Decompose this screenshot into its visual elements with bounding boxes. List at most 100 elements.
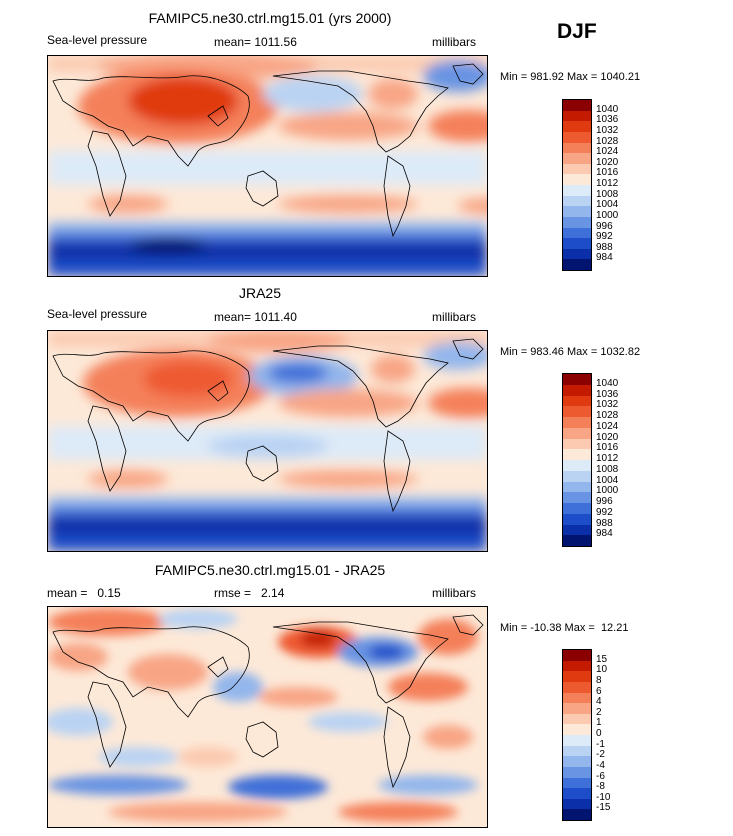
panel3-colorbar-tick: 15 [596, 653, 608, 665]
panel3-rmse-value: 2.14 [261, 586, 285, 600]
panel1-mean-label: mean= [214, 35, 252, 49]
panel3-mean-label: mean = [47, 586, 88, 600]
panel1-colorbar-tick: 984 [596, 252, 613, 264]
panel1-colorbar-tick: 988 [596, 241, 613, 253]
panel2-colorbar-swatch [563, 449, 591, 461]
panel1-colorbar-tick: 1028 [596, 135, 619, 147]
panel2-colorbar-tick: 1012 [596, 453, 619, 464]
panel2-colorbar-tick: 1028 [596, 410, 619, 421]
panel3-colorbar-tick: 4 [596, 696, 602, 708]
panel3-colorbar-tick: 0 [596, 728, 602, 739]
panel3-colorbar-swatch [563, 788, 591, 800]
panel2-colorbar-tick: 992 [596, 506, 613, 518]
panel2-colorbar-tick: 1016 [596, 442, 619, 454]
panel2-colorbar-tick: 1000 [596, 485, 619, 497]
panel1-colorbar-swatch [563, 238, 591, 250]
panel1-colorbar-tick: 1020 [596, 156, 619, 168]
panel3-colorbar-swatch [563, 798, 591, 810]
panel1-min-value: 981.92 [530, 71, 564, 83]
panel3-colorbar-swatch [563, 809, 591, 821]
panel3-colorbar-swatch [563, 692, 591, 704]
panel1-colorbar-tick: 1032 [596, 124, 619, 136]
panel2-colorbar-swatch [563, 503, 591, 514]
panel3-colorbar-swatch [563, 766, 591, 778]
panel1-max-label: Max = [567, 71, 598, 83]
panel2-colorbar-swatch [563, 460, 591, 471]
panel2-colorbar-tick: 996 [596, 496, 613, 507]
panel1-colorbar-swatch [563, 100, 591, 111]
panel3-mean: mean = 0.15 [47, 586, 121, 600]
panel2-colorbar-tick: 984 [596, 528, 613, 540]
panel3-colorbar-swatch [563, 777, 591, 789]
panel3-colorbar-swatch [563, 745, 591, 757]
panel1-mean: mean= 1011.56 [214, 35, 297, 49]
panel3-rmse-label: rmse = [214, 586, 252, 600]
panel2-colorbar-tick: 1036 [596, 388, 619, 400]
panel2-max-label: Max = [567, 346, 598, 358]
panel2-colorbar-swatch [563, 481, 591, 493]
panel3-colorbar-swatch [563, 660, 591, 672]
panel1-colorbar-tick: 992 [596, 231, 613, 243]
panel3-colorbar-tick: 8 [596, 674, 602, 686]
panel1-colorbar-swatch [563, 227, 591, 239]
panel3-colorbar-tick: 10 [596, 664, 608, 676]
panel2-max-value: 1032.82 [600, 346, 641, 358]
panel1-colorbar-tick: 1024 [596, 146, 619, 158]
panel3-colorbar-tick: -4 [596, 759, 605, 771]
panel2-colorbar-tick: 1040 [596, 377, 619, 389]
panel1-colorbar-tick: 996 [596, 220, 613, 232]
panel2-colorbar-tick: 1020 [596, 431, 619, 443]
panel1-colorbar-swatch [563, 153, 591, 165]
panel1-colorbar-swatch [563, 163, 591, 175]
panel2-field-label: Sea-level pressure [47, 307, 148, 321]
panel1-minmax: Min = 981.92 Max = 1040.21 [500, 71, 640, 83]
panel3-colorbar-swatch [563, 703, 591, 715]
panel3-colorbar-tick: -2 [596, 749, 605, 761]
panel2-colorbar-swatch [563, 384, 591, 396]
panel1-min-label: Min = [500, 71, 528, 83]
panel2-mean: mean= 1011.40 [214, 310, 297, 324]
panel3-colorbar-tick: -10 [596, 791, 611, 803]
panel2-colorbar-tick: 1008 [596, 463, 619, 475]
panel2-colorbar-swatch [563, 524, 591, 536]
panel2-colorbar-tick: 988 [596, 517, 613, 529]
panel1-colorbar [562, 99, 592, 271]
panel2-colorbar-swatch [563, 406, 591, 418]
panel3-mean-value: 0.15 [97, 586, 121, 600]
panel1-colorbar-swatch [563, 110, 591, 122]
panel1-units: millibars [432, 35, 477, 49]
panel1-colorbar-swatch [563, 216, 591, 228]
panel3-colorbar-swatch [563, 713, 591, 725]
panel2-min-label: Min = [500, 346, 528, 358]
panel3-max-label: Max = [564, 622, 595, 634]
panel1-colorbar-tick: 1036 [596, 114, 619, 126]
panel1-field-label: Sea-level pressure [47, 33, 148, 47]
panel2-units: millibars [432, 310, 477, 324]
panel1-colorbar-tick: 1012 [596, 178, 619, 189]
panel2-colorbar-swatch [563, 374, 591, 385]
panel3-colorbar-swatch [563, 650, 591, 661]
panel3-rmse: rmse = 2.14 [214, 586, 284, 600]
panel3-colorbar-swatch [563, 724, 591, 736]
panel1-colorbar-swatch [563, 121, 591, 133]
panel3-colorbar-tick: 6 [596, 685, 602, 697]
panel1-colorbar-swatch [563, 248, 591, 260]
panel3-colorbar-swatch [563, 735, 591, 746]
panel3-minmax: Min = -10.38 Max = 12.21 [500, 622, 628, 634]
panel3-colorbar-swatch [563, 671, 591, 683]
panel1-colorbar-swatch [563, 206, 591, 218]
panel2-colorbar-tick: 1024 [596, 420, 619, 432]
panel1-mean-value: 1011.56 [254, 35, 297, 49]
panel2-colorbar-swatch [563, 535, 591, 547]
panel3-colorbar-swatch [563, 681, 591, 693]
panel1-colorbar-tick: 1016 [596, 167, 619, 179]
panel1-max-value: 1040.21 [600, 71, 641, 83]
panel1-title: FAMIPC5.ne30.ctrl.mg15.01 (yrs 2000) [148, 10, 392, 26]
panel2-colorbar-tick: 1004 [596, 474, 619, 486]
panel1-colorbar-swatch [563, 174, 591, 186]
panel1-colorbar-swatch [563, 131, 591, 143]
panel3-colorbar-tick: 1 [596, 717, 602, 729]
season-label: DJF [557, 20, 597, 43]
panel3-colorbar-tick: -1 [596, 738, 605, 750]
panel2-minmax: Min = 983.46 Max = 1032.82 [500, 346, 640, 358]
